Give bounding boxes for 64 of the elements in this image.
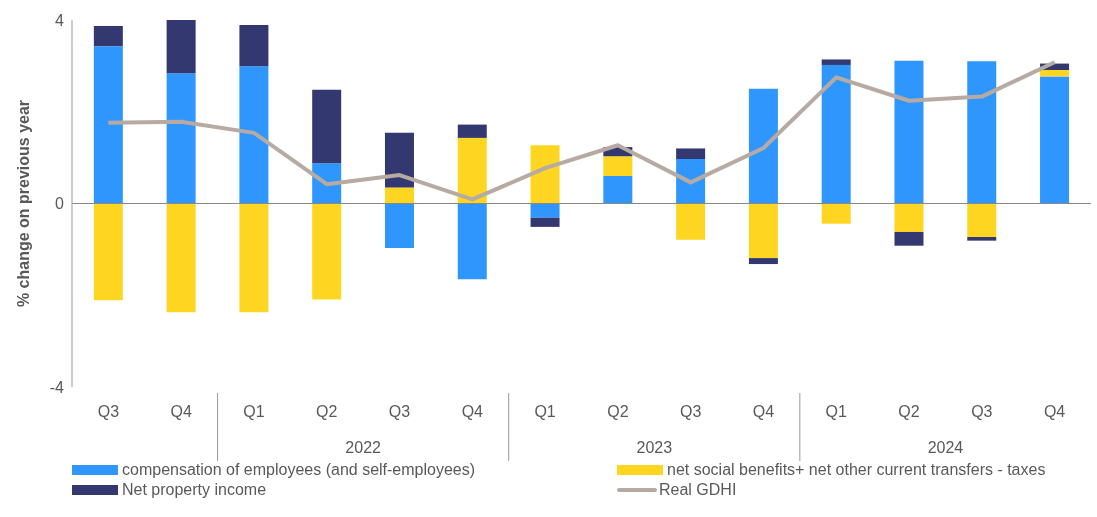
x-tick-label: Q1 [243, 403, 265, 420]
bar [93, 25, 123, 47]
x-tick-label: Q3 [388, 403, 411, 420]
bar [457, 124, 487, 138]
bar [239, 25, 269, 67]
x-tick-label: Q1 [534, 403, 556, 420]
bar [384, 132, 414, 188]
y-tick-label: 4 [55, 11, 65, 29]
bar [530, 145, 560, 204]
line-series [106, 60, 1057, 202]
bar [312, 89, 342, 164]
y-tick-label: -4 [49, 378, 65, 396]
bar [457, 137, 487, 204]
bar [384, 203, 414, 248]
bar [384, 187, 414, 204]
x-tick-label: Q3 [97, 403, 120, 420]
x-tick-label: Q2 [898, 403, 920, 420]
x-tick-label: Q3 [971, 403, 993, 420]
text: 2024 [927, 439, 964, 456]
bar [967, 236, 997, 241]
x-tick-label: Q4 [752, 403, 775, 420]
x-tick-label: Q2 [607, 403, 629, 420]
bar [166, 203, 196, 313]
bar [93, 46, 123, 204]
bar [967, 61, 997, 204]
x-tick-label: Q4 [170, 403, 192, 420]
bar [603, 175, 633, 204]
bar [821, 203, 851, 224]
bar [894, 60, 924, 204]
bar [166, 73, 196, 204]
bar [748, 258, 778, 265]
bar [166, 20, 196, 74]
x-tick-label: Q1 [825, 403, 848, 420]
text: 2023 [636, 439, 673, 456]
x-tick-label: Q2 [316, 403, 338, 420]
bar [530, 217, 560, 227]
bar [1040, 70, 1070, 77]
text: 2022 [345, 439, 382, 456]
bar [748, 88, 778, 204]
legend-label: net social benefits+ net other current transfers - taxes [667, 461, 1046, 479]
y-tick-label: 0 [55, 195, 65, 213]
bar [93, 203, 123, 301]
bar [239, 203, 269, 313]
bar [748, 203, 778, 259]
x-tick-label: Q4 [461, 403, 484, 420]
x-tick-label: Q4 [1043, 403, 1066, 420]
bar [530, 203, 560, 218]
legend-label: Real GDHI [659, 481, 737, 499]
bar [821, 64, 851, 204]
bar [457, 203, 487, 280]
legend-label: Net property income [122, 481, 267, 499]
bar [894, 231, 924, 246]
bar [676, 148, 706, 159]
y-axis-title: % change on previous year [14, 99, 32, 308]
legend-label: compensation of employees (and self-employees) [122, 461, 476, 479]
bar [676, 203, 706, 240]
bar [239, 66, 269, 204]
bar [312, 203, 342, 300]
bar [894, 203, 924, 232]
bar [821, 59, 851, 65]
bar [967, 203, 997, 237]
x-tick-label: Q3 [680, 403, 702, 420]
bar [1040, 76, 1070, 204]
bar [603, 156, 633, 176]
